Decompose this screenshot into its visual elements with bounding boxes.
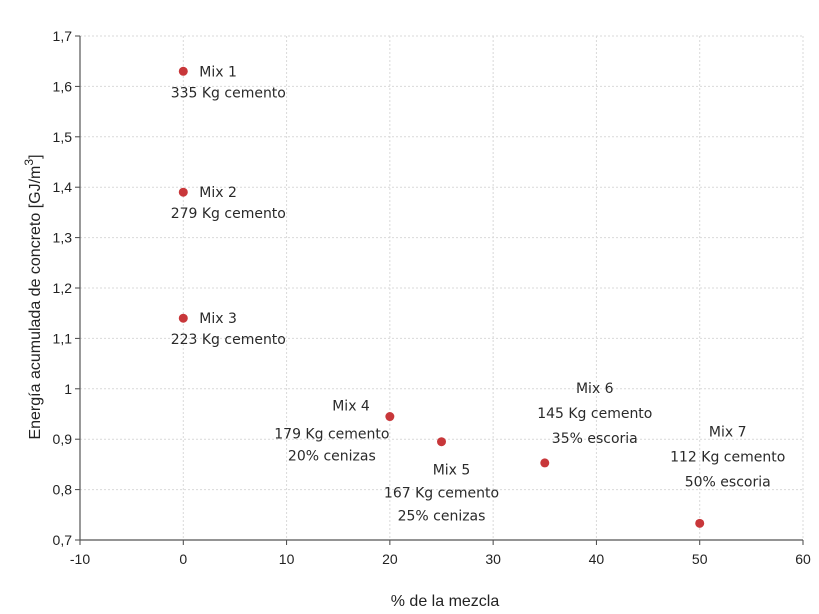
data-point [540, 458, 550, 468]
data-label: Mix 2 [199, 185, 237, 201]
point-annotation: Mix 4 179 Kg cemento 20% cenizas [274, 399, 389, 465]
data-label: 223 Kg cemento [171, 332, 286, 348]
y-tick-label: 0,9 [53, 431, 73, 447]
point-annotation: Mix 3 223 Kg cemento [171, 311, 286, 348]
data-label: 167 Kg cemento [384, 486, 499, 502]
data-label: Mix 6 [576, 381, 614, 397]
data-label: Mix 1 [199, 64, 237, 80]
y-tick-labels: 0,7 0,8 0,9 1 1,1 1,2 1,3 1,4 1,5 1,6 1,7 [53, 28, 73, 548]
y-axis-label-main: Energía acumulada de concreto [GJ/m [27, 166, 44, 440]
data-label: 112 Kg cemento [670, 449, 785, 465]
data-label: 50% escoria [685, 474, 771, 490]
data-point [178, 313, 188, 323]
y-tick-label: 1,2 [53, 280, 73, 296]
x-tick-labels: -10 0 10 20 30 40 50 60 [70, 551, 811, 567]
point-annotation: Mix 1 335 Kg cemento [171, 64, 286, 101]
data-point [178, 66, 188, 76]
x-axis-label: % de la mezcla [391, 593, 500, 610]
point-annotation: Mix 7 112 Kg cemento 50% escoria [670, 424, 785, 490]
y-tick-label: 1,6 [53, 78, 73, 94]
data-label: Mix 5 [433, 463, 471, 479]
data-label: 20% cenizas [288, 449, 376, 465]
x-tick-label: 0 [179, 551, 187, 567]
data-label: 335 Kg cemento [171, 85, 286, 101]
y-tick-label: 0,8 [53, 482, 73, 498]
data-label: 25% cenizas [398, 509, 486, 525]
point-annotation: Mix 5 167 Kg cemento 25% cenizas [384, 463, 499, 525]
y-tick-label: 0,7 [53, 532, 73, 548]
x-tick-label: 40 [589, 551, 605, 567]
y-axis-label-suffix: ] [27, 154, 44, 158]
x-tick-label: 20 [382, 551, 398, 567]
y-tick-label: 1,4 [53, 179, 73, 195]
data-label: Mix 3 [199, 311, 237, 327]
y-tick-label: 1,7 [53, 28, 73, 44]
data-point [178, 187, 188, 197]
data-point [695, 518, 705, 528]
data-label: Mix 7 [709, 424, 747, 440]
point-annotation: Mix 2 279 Kg cemento [171, 185, 286, 222]
data-label: 179 Kg cemento [274, 427, 389, 443]
point-annotation: Mix 6 145 Kg cemento 35% escoria [537, 381, 652, 447]
x-tick-label: 30 [485, 551, 501, 567]
x-tick-label: -10 [70, 551, 90, 567]
data-label: 145 Kg cemento [537, 406, 652, 422]
data-points [178, 66, 705, 528]
x-tick-label: 60 [795, 551, 811, 567]
y-tick-label: 1 [64, 381, 72, 397]
data-point [385, 412, 395, 422]
y-tick-label: 1,1 [53, 330, 73, 346]
data-label: 279 Kg cemento [171, 206, 286, 222]
data-label: Mix 4 [332, 399, 370, 415]
x-tick-label: 10 [279, 551, 295, 567]
data-label: 35% escoria [552, 431, 638, 447]
y-tick-label: 1,5 [53, 129, 73, 145]
y-tick-label: 1,3 [53, 230, 73, 246]
y-axis-label-superscript: 3 [22, 159, 36, 166]
axes [75, 35, 804, 545]
y-axis-label: Energía acumulada de concreto [GJ/m3] [22, 154, 44, 439]
x-tick-label: 50 [692, 551, 708, 567]
data-point [437, 437, 446, 447]
